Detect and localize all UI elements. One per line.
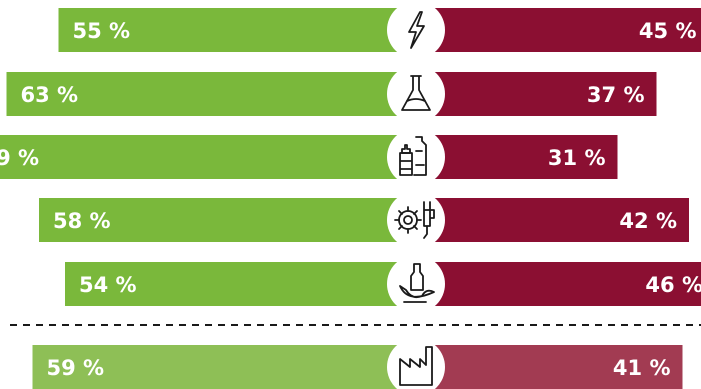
row-food-left-label: 54 % [79, 273, 137, 297]
row-energy-left-label: 55 % [73, 19, 131, 43]
row-chemicals-left-label: 63 % [21, 83, 79, 107]
row-energy-right-bar [416, 8, 701, 52]
bars-layer [0, 8, 701, 389]
total-industry-left-bar [32, 345, 416, 389]
total-industry-right-bar [416, 345, 683, 389]
gear-machine-icon [387, 191, 445, 249]
row-energy-right-label: 45 % [639, 19, 697, 43]
row-plastics-right-bar [416, 135, 618, 179]
labels-layer: 55 % 45 % 63 % 37 % 69 % 31 % 58 % 42 % 54 % 46 %… [0, 19, 701, 380]
flask-icon [387, 65, 445, 123]
row-plastics-left-label: 69 % [0, 146, 39, 170]
row-plastics-left-bar [0, 135, 416, 179]
row-chemicals-right-bar [416, 72, 657, 116]
row-machinery-right-label: 42 % [619, 209, 677, 233]
lightning-icon [387, 1, 445, 59]
total-industry-left-label: 59 % [47, 356, 105, 380]
icons-layer [387, 1, 445, 389]
row-food-right-label: 46 % [645, 273, 701, 297]
bottle-croissant-icon [387, 255, 445, 313]
row-plastics-right-label: 31 % [548, 146, 606, 170]
factory-icon [387, 338, 445, 389]
row-food-left-bar [65, 262, 416, 306]
row-machinery-right-bar [416, 198, 689, 242]
row-energy-left-bar [58, 8, 416, 52]
row-food-right-bar [416, 262, 701, 306]
row-machinery-left-bar [39, 198, 416, 242]
bottles-icon [387, 128, 445, 186]
row-machinery-left-label: 58 % [53, 209, 111, 233]
row-chemicals-right-label: 37 % [587, 83, 645, 107]
total-industry-right-label: 41 % [613, 356, 671, 380]
row-chemicals-left-bar [6, 72, 416, 116]
